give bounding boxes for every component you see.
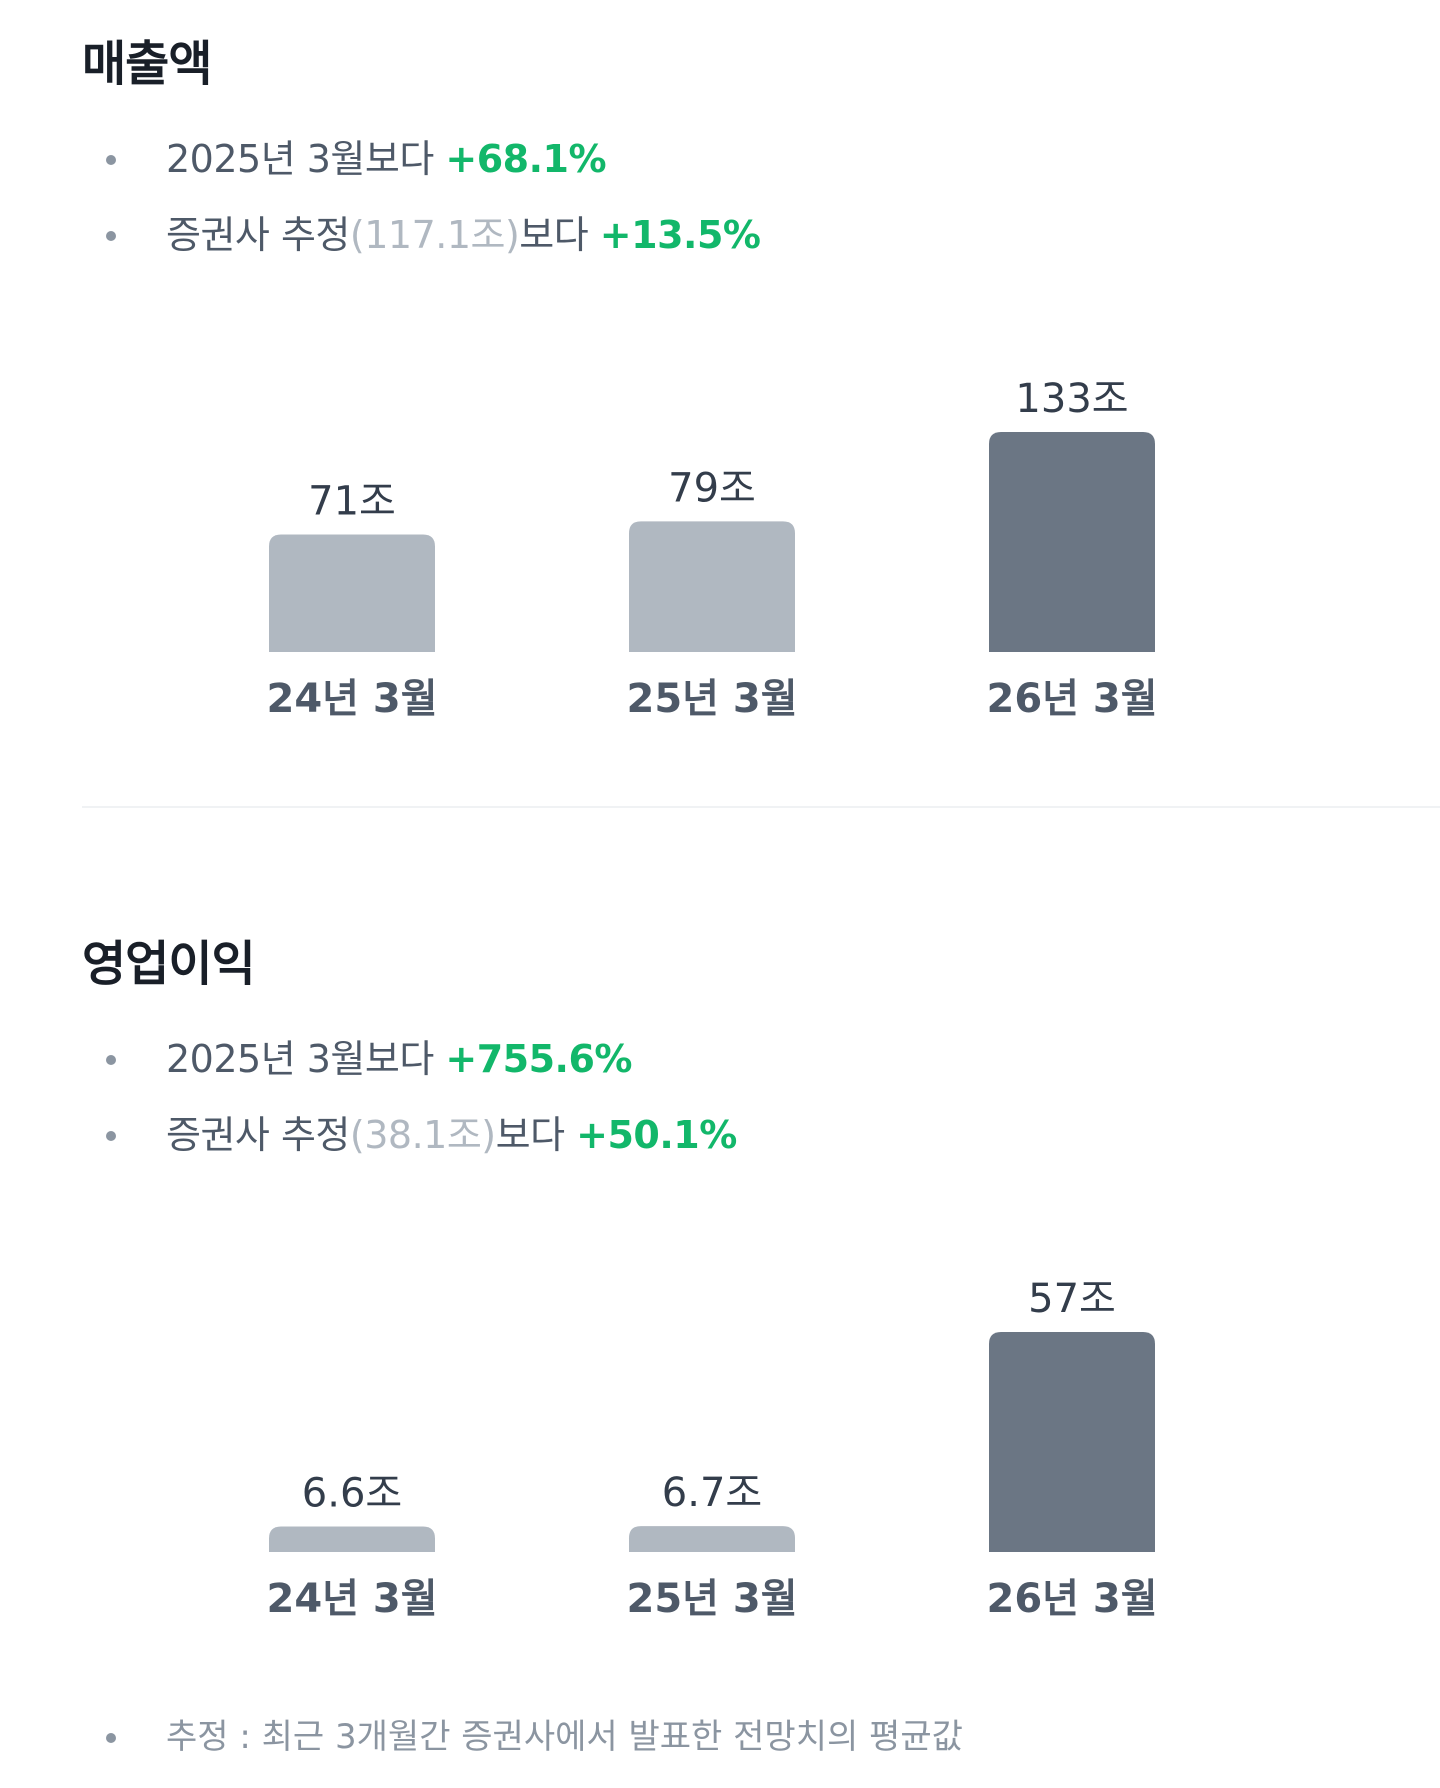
operating-profit-estimate-bullet: 증권사 추정(38.1조)보다 +50.1% bbox=[0, 1110, 1300, 1160]
revenue-title: 매출액 bbox=[82, 36, 212, 92]
change-percent: +13.5% bbox=[599, 213, 761, 257]
estimate-value: (117.1조) bbox=[349, 213, 520, 257]
change-percent: +68.1% bbox=[445, 137, 607, 181]
footnote-text: 추정 : 최근 3개월간 증권사에서 발표한 전망치의 평균값 bbox=[166, 1717, 963, 1757]
category-label-1: 25년 3월 bbox=[626, 1576, 797, 1622]
change-percent: +755.6% bbox=[445, 1037, 633, 1081]
bullet-suffix: 보다 bbox=[519, 213, 600, 257]
bullet-text: 증권사 추정(38.1조)보다 +50.1% bbox=[166, 1110, 737, 1160]
bullet-dot-icon bbox=[106, 231, 116, 241]
estimate-value: (38.1조) bbox=[349, 1113, 496, 1157]
revenue-yoy-bullet: 2025년 3월보다 +68.1% bbox=[0, 134, 1300, 184]
bullet-suffix: 보다 bbox=[495, 1113, 577, 1157]
category-label-2: 26년 3월 bbox=[986, 1576, 1157, 1622]
operating-profit-bar-chart: 6.6조 24년 3월 6.7조 25년 3월 57조 26년 3월 bbox=[266, 1276, 1157, 1622]
bullet-prefix: 증권사 추정 bbox=[166, 1113, 350, 1157]
revenue-estimate-bullet: 증권사 추정(117.1조)보다 +13.5% bbox=[0, 210, 1300, 260]
value-label-1: 6.7조 bbox=[662, 1470, 762, 1516]
bullet-dot-icon bbox=[106, 1131, 116, 1141]
revenue-chart: 71조 24년 3월 79조 25년 3월 133조 26년 3월 bbox=[0, 340, 1440, 740]
category-label-1: 25년 3월 bbox=[626, 676, 797, 722]
value-label-0: 6.6조 bbox=[302, 1471, 402, 1517]
value-label-2: 57조 bbox=[1028, 1276, 1116, 1322]
revenue-section: 매출액 2025년 3월보다 +68.1% 증권사 추정(117.1조)보다 +… bbox=[0, 0, 1440, 800]
bullet-text: 2025년 3월보다 +755.6% bbox=[166, 1034, 633, 1084]
bar-1 bbox=[629, 1526, 795, 1552]
footnote: 추정 : 최근 3개월간 증권사에서 발표한 전망치의 평균값 bbox=[0, 1712, 1440, 1762]
bullet-dot-icon bbox=[106, 155, 116, 165]
section-divider bbox=[82, 806, 1440, 808]
value-label-1: 79조 bbox=[668, 465, 756, 511]
operating-profit-chart: 6.6조 24년 3월 6.7조 25년 3월 57조 26년 3월 bbox=[0, 1240, 1440, 1640]
category-label-0: 24년 3월 bbox=[266, 676, 437, 722]
value-label-0: 71조 bbox=[308, 479, 396, 525]
operating-profit-title: 영업이익 bbox=[82, 936, 256, 992]
operating-profit-section: 영업이익 2025년 3월보다 +755.6% 증권사 추정(38.1조)보다 … bbox=[0, 900, 1440, 1700]
bar-1 bbox=[629, 521, 795, 652]
bullet-prefix: 2025년 3월보다 bbox=[166, 137, 446, 181]
bullet-dot-icon bbox=[106, 1055, 116, 1065]
value-label-2: 133조 bbox=[1015, 376, 1128, 422]
bar-0 bbox=[269, 534, 435, 652]
bullet-text: 증권사 추정(117.1조)보다 +13.5% bbox=[166, 210, 761, 260]
revenue-bar-chart: 71조 24년 3월 79조 25년 3월 133조 26년 3월 bbox=[266, 376, 1157, 722]
bar-2 bbox=[989, 432, 1155, 652]
bullet-text: 2025년 3월보다 +68.1% bbox=[166, 134, 607, 184]
operating-profit-yoy-bullet: 2025년 3월보다 +755.6% bbox=[0, 1034, 1300, 1084]
bullet-dot-icon bbox=[106, 1733, 116, 1743]
bullet-prefix: 2025년 3월보다 bbox=[166, 1037, 446, 1081]
bullet-prefix: 증권사 추정 bbox=[166, 213, 350, 257]
bar-2 bbox=[989, 1332, 1155, 1552]
change-percent: +50.1% bbox=[576, 1113, 737, 1157]
category-label-0: 24년 3월 bbox=[266, 1576, 437, 1622]
bar-0 bbox=[269, 1526, 435, 1552]
category-label-2: 26년 3월 bbox=[986, 676, 1157, 722]
